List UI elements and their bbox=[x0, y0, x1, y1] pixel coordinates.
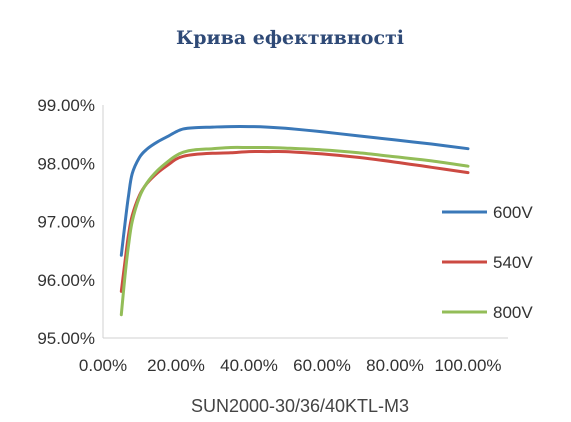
series-line-800v bbox=[119, 145, 470, 317]
y-tick-label: 95.00% bbox=[37, 329, 95, 348]
chart-axes: 99.00% 98.00% 97.00% 96.00% 95.00% 0.00% 20.00… bbox=[37, 96, 508, 375]
y-tick-label: 99.00% bbox=[37, 96, 95, 115]
series-line-600v bbox=[119, 125, 470, 257]
y-tick-label: 96.00% bbox=[37, 271, 95, 290]
x-tick-label: 0.00% bbox=[79, 356, 127, 375]
series-line-540v bbox=[119, 149, 470, 293]
y-tick-label: 97.00% bbox=[37, 213, 95, 232]
legend-label: 540V bbox=[493, 253, 533, 272]
legend-item-600v: 600V bbox=[442, 203, 533, 222]
x-tick-label: 60.00% bbox=[293, 356, 351, 375]
legend-label: 600V bbox=[493, 203, 533, 222]
plot-area bbox=[119, 125, 470, 317]
x-tick-label: 40.00% bbox=[220, 356, 278, 375]
x-axis-label: SUN2000-30/36/40KTL-M3 bbox=[191, 396, 409, 416]
legend-item-540v: 540V bbox=[442, 253, 533, 272]
chart-title: Крива ефективності bbox=[176, 27, 404, 49]
x-tick-label: 100.00% bbox=[434, 356, 501, 375]
legend-label: 800V bbox=[493, 303, 533, 322]
legend-item-800v: 800V bbox=[442, 303, 533, 322]
x-tick-label: 20.00% bbox=[147, 356, 205, 375]
y-tick-label: 98.00% bbox=[37, 154, 95, 173]
chart-legend: 600V 540V 800V bbox=[442, 203, 533, 322]
x-tick-label: 80.00% bbox=[366, 356, 424, 375]
